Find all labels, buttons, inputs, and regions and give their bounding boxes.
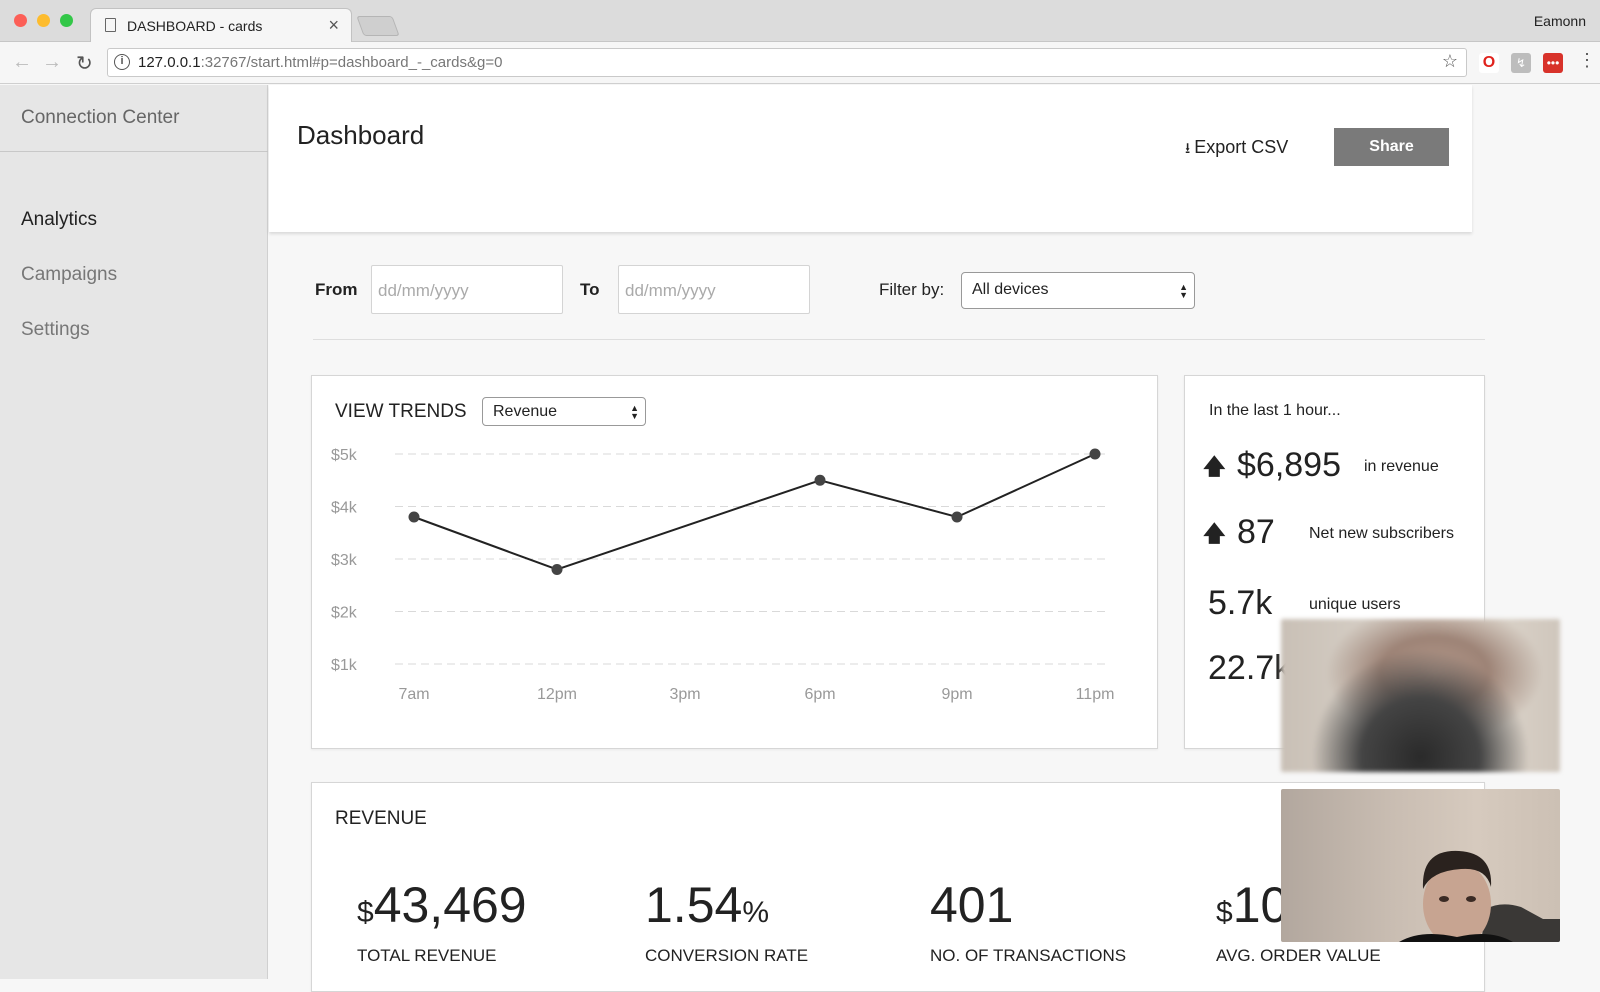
close-window-button[interactable] [14,14,27,27]
series-line [413,453,1096,571]
video-feed-blurred[interactable] [1281,619,1560,772]
url-path: :32767/start.html#p=dashboard_-_cards&g=… [200,54,503,71]
total-revenue-number: 43,469 [373,877,527,933]
menu-kebab-icon[interactable]: ⋮ [1578,50,1596,70]
currency-symbol: $ [357,896,374,929]
new-tab-button[interactable] [356,16,400,36]
browser-user-name[interactable]: Eamonn [1533,13,1586,29]
export-csv-button[interactable]: ⭳ Export CSV [1185,137,1288,163]
device-filter-value: All devices [972,281,1049,298]
data-point[interactable] [951,511,963,523]
address-bar[interactable]: i 127.0.0.1:32767/start.html#p=dashboard… [107,48,1467,77]
revenue-title: REVENUE [335,808,427,829]
stat-subscribers-desc: Net new subscribers [1309,525,1454,542]
data-point[interactable] [551,564,563,575]
conversion-rate-value: 1.54% [645,876,769,934]
export-csv-label: Export CSV [1194,137,1289,157]
x-tick-label: 7am [398,686,429,703]
filter-by-label: Filter by: [879,280,945,299]
x-tick-label: 6pm [804,686,835,703]
to-label: To [580,280,600,299]
arrow-up-icon: 🡅 [1203,454,1226,479]
tab-close-icon[interactable]: × [328,15,339,35]
device-filter-select[interactable]: All devices ▲ ▼ [961,272,1195,309]
reload-icon[interactable]: ↻ [76,53,93,75]
transactions-value: 401 [930,877,1014,933]
minimize-window-button[interactable] [37,14,50,27]
trend-metric-select[interactable]: Revenue ▲ ▼ [482,397,646,426]
sidebar: Connection Center Analytics Campaigns Se… [0,85,268,979]
x-tick-label: 12pm [537,686,577,703]
share-button[interactable]: Share [1334,128,1449,166]
stat-pageviews-value: 22.7k [1208,649,1292,687]
lastpass-extension-icon[interactable]: ••• [1543,53,1563,73]
y-tick-label: $2k [331,605,358,622]
trend-line-chart: $5k $4k $3k $2k $1k 7am 12pm 3pm 6pm 9pm 11pm [331,447,1115,703]
browser-toolbar: ← → ↻ i 127.0.0.1:32767/start.html#p=das… [0,42,1600,84]
sidebar-title[interactable]: Connection Center [21,107,180,128]
sidebar-item-campaigns[interactable]: Campaigns [21,264,118,285]
filters-divider [313,339,1485,340]
stat-users-desc: unique users [1309,596,1401,613]
webcam-person-image [1399,850,1560,942]
stat-revenue-desc: in revenue [1364,458,1439,475]
url-text: 127.0.0.1:32767/start.html#p=dashboard_-… [138,54,502,71]
browser-tab[interactable]: DASHBOARD - cards × [90,8,352,42]
x-tick-label: 11pm [1076,686,1115,703]
document-icon [105,18,116,32]
page-header: Dashboard ⭳ Export CSV Share [269,85,1472,232]
avg-order-value: $10 [1216,876,1288,934]
currency-symbol: $ [1216,896,1233,929]
transactions-label: NO. OF TRANSACTIONS [930,946,1127,965]
data-point[interactable] [408,511,420,523]
url-host: 127.0.0.1 [138,54,201,71]
arrow-up-icon: 🡅 [1203,521,1226,546]
view-trends-card: VIEW TRENDS Revenue ▲ ▼ $5k $4k $3k $2k $1k 7a… [311,375,1158,749]
x-tick-label: 9pm [941,686,972,703]
last-hour-title: In the last 1 hour... [1209,402,1341,419]
conversion-rate-label: CONVERSION RATE [645,946,809,965]
bookmark-star-icon[interactable]: ☆ [1441,51,1458,71]
info-icon[interactable]: i [114,54,130,70]
select-arrows-icon: ▲ ▼ [630,402,639,421]
stat-subscribers-value: 87 [1237,513,1275,551]
data-point[interactable] [1089,448,1101,460]
total-revenue-label: TOTAL REVENUE [357,946,497,965]
percent-symbol: % [742,896,770,929]
from-label: From [315,280,358,299]
stat-revenue-value: $6,895 [1237,446,1341,484]
conversion-rate-number: 1.54 [645,877,743,933]
avg-order-number: 10 [1232,877,1289,933]
avg-order-label: AVG. ORDER VALUE [1216,946,1381,965]
opera-extension-icon[interactable]: O [1479,53,1499,73]
browser-tab-strip: DASHBOARD - cards × Eamonn [0,0,1600,42]
sidebar-item-settings[interactable]: Settings [21,319,90,340]
page-title: Dashboard [297,120,425,150]
data-point[interactable] [814,474,826,486]
stat-users-value: 5.7k [1208,584,1273,622]
webcam-video-feed[interactable] [1281,789,1560,942]
download-icon: ⭳ [1185,140,1191,157]
sidebar-divider [0,151,268,152]
select-arrows-icon: ▲ ▼ [1179,281,1188,300]
back-icon[interactable]: ← [12,51,32,73]
tab-title: DASHBOARD - cards [127,18,263,34]
y-tick-label: $5k [331,447,358,464]
y-tick-label: $1k [331,657,358,674]
forward-icon[interactable]: → [42,51,62,73]
x-tick-label: 3pm [669,686,700,703]
y-tick-label: $3k [331,552,358,569]
total-revenue-value: $43,469 [357,876,527,934]
from-date-input[interactable]: dd/mm/yyyy [371,265,563,314]
extension-icon[interactable]: ↯ [1511,53,1531,73]
view-trends-title: VIEW TRENDS [335,401,467,422]
maximize-window-button[interactable] [60,14,73,27]
to-date-input[interactable]: dd/mm/yyyy [618,265,810,314]
y-tick-label: $4k [331,500,358,517]
trend-metric-value: Revenue [493,403,558,420]
sidebar-item-analytics[interactable]: Analytics [21,209,98,230]
